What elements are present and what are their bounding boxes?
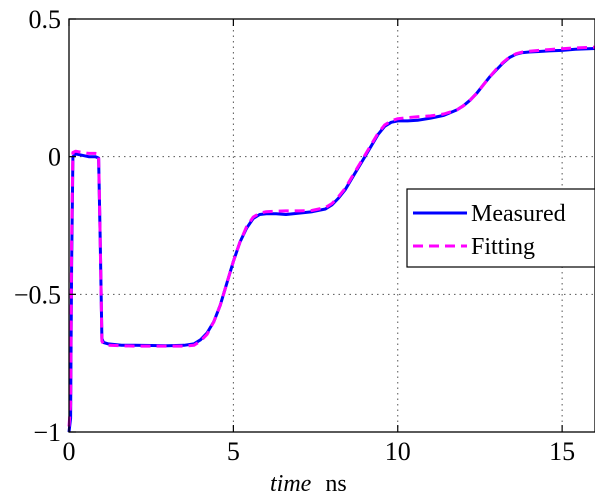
x-tick-label: 5	[227, 437, 240, 466]
x-axis-label-italic: time	[270, 471, 312, 496]
x-tick-label: 10	[385, 437, 411, 466]
x-axis-label: time ns	[270, 471, 347, 496]
ticks: 0 5 10 15 −1 −0.5 0 0.5	[14, 5, 575, 466]
series-line-fitting	[67, 45, 595, 427]
x-axis-label-unit: ns	[325, 471, 346, 496]
y-tick-label: 0.5	[29, 5, 62, 34]
x-tick-label: 15	[549, 437, 575, 466]
x-tick-label: 0	[63, 437, 76, 466]
y-tick-label: −1	[33, 418, 61, 447]
legend-label-fitting: Fitting	[471, 234, 535, 260]
legend: Measured Fitting	[406, 188, 595, 268]
legend-label-measured: Measured	[471, 201, 566, 227]
legend-box	[406, 188, 595, 268]
plot-frame	[68, 18, 595, 433]
series-group	[67, 45, 595, 433]
y-tick-label: 0	[48, 143, 61, 172]
y-tick-label: −0.5	[14, 280, 61, 309]
